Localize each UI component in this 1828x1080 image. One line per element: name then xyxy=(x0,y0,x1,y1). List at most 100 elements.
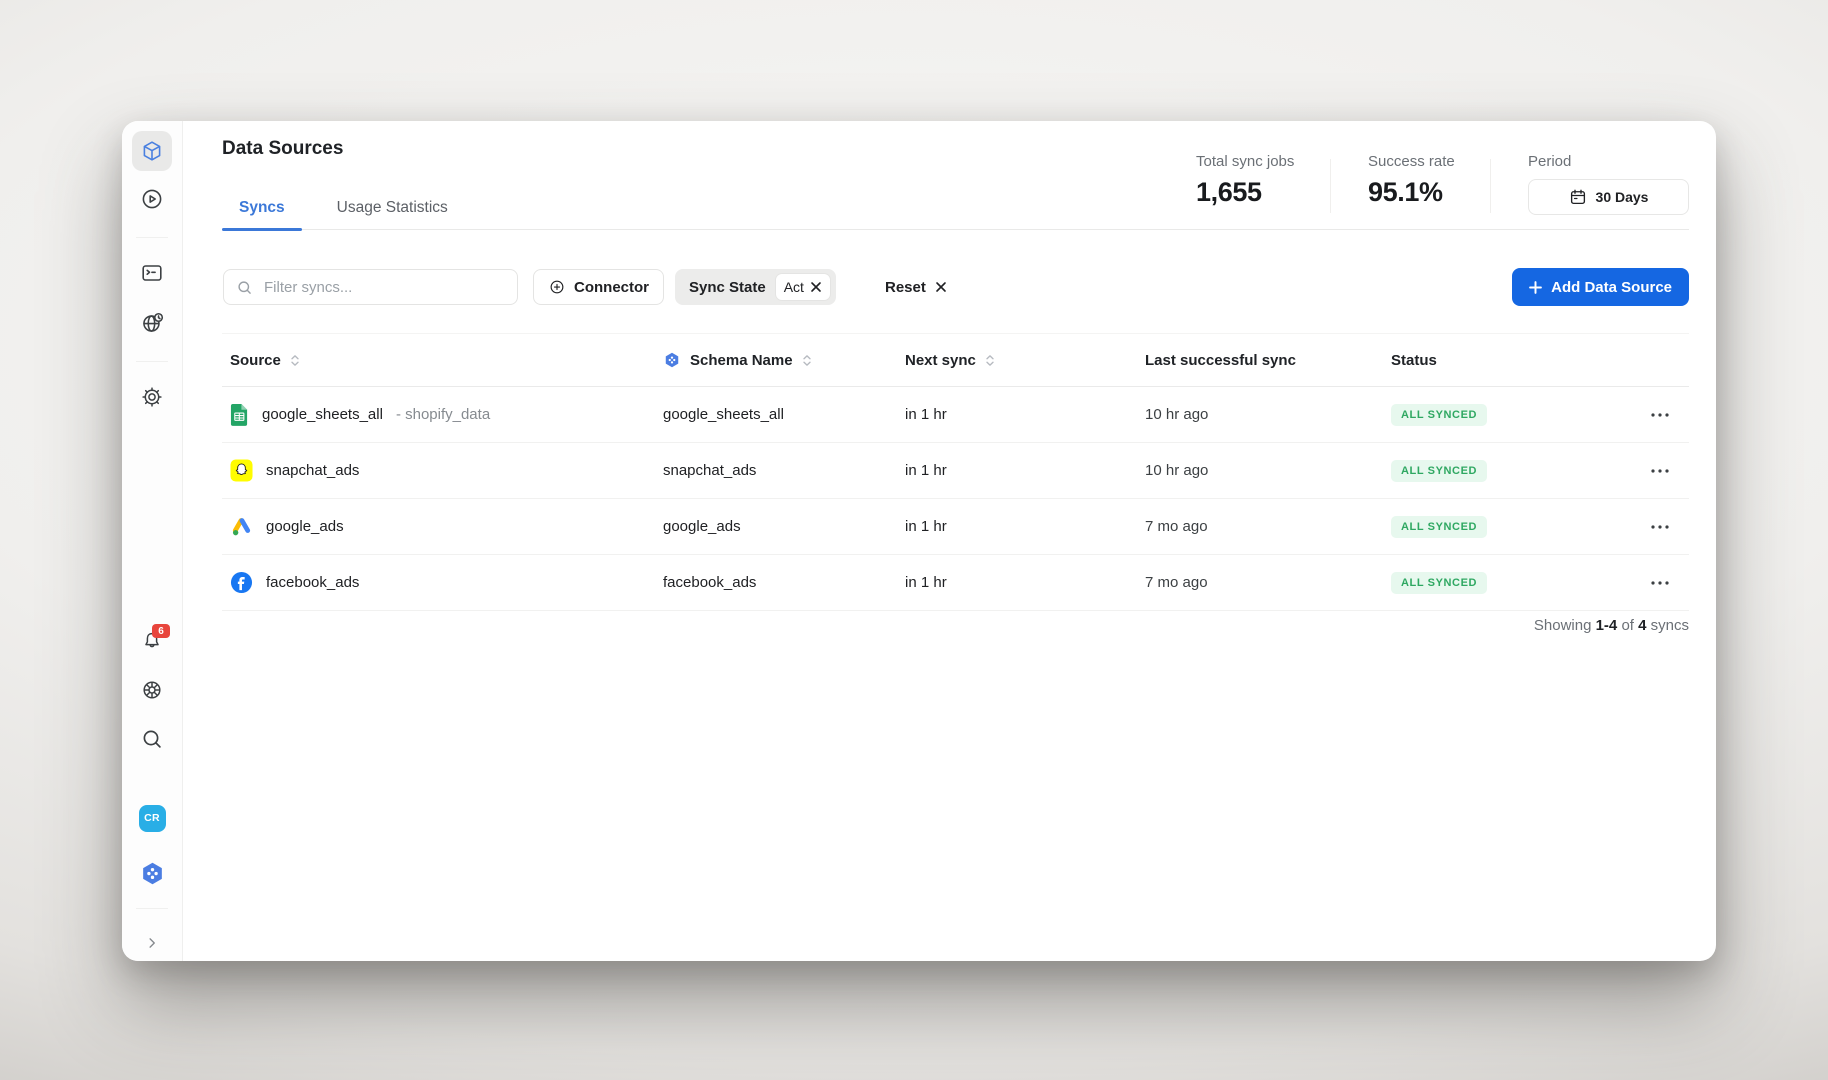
table-row[interactable]: google_ads google_ads in 1 hr 7 mo ago A… xyxy=(222,499,1689,555)
next-sync: in 1 hr xyxy=(905,406,947,423)
row-actions-button[interactable] xyxy=(1630,406,1689,424)
source-name: google_ads xyxy=(266,518,344,535)
google-sheets-icon xyxy=(230,403,249,426)
main-content: Data Sources Total sync jobs 1,655 Succe… xyxy=(183,121,1716,961)
row-actions-button[interactable] xyxy=(1630,518,1689,536)
avatar: CR xyxy=(138,804,166,832)
sidebar-item-jobs[interactable] xyxy=(132,179,172,219)
last-sync: 7 mo ago xyxy=(1145,518,1208,535)
google-ads-icon xyxy=(230,515,253,538)
tab-usage-statistics[interactable]: Usage Statistics xyxy=(336,199,448,216)
range-value: 1-4 xyxy=(1595,617,1618,634)
close-icon xyxy=(935,281,947,293)
schema-name: google_sheets_all xyxy=(663,406,784,423)
sync-state-filter-chip[interactable]: Sync State Act xyxy=(675,269,836,305)
table-row[interactable]: facebook_ads facebook_ads in 1 hr 7 mo a… xyxy=(222,555,1689,611)
destination-hexagon-icon xyxy=(663,351,681,369)
source-name: snapchat_ads xyxy=(266,462,360,479)
period-select[interactable]: 30 Days xyxy=(1528,179,1689,215)
add-data-source-button[interactable]: Add Data Source xyxy=(1512,268,1689,306)
sidebar-item-settings[interactable] xyxy=(132,377,172,417)
last-sync: 10 hr ago xyxy=(1145,406,1209,423)
source-name: facebook_ads xyxy=(266,574,360,591)
plus-icon xyxy=(1529,280,1543,294)
stats-divider xyxy=(1490,159,1491,213)
status-badge: ALL SYNCED xyxy=(1391,459,1488,482)
column-header-source[interactable]: Source xyxy=(222,352,655,369)
add-data-source-label: Add Data Source xyxy=(1551,278,1672,296)
table-header-row: Source xyxy=(222,333,1689,387)
page-title: Data Sources xyxy=(222,138,344,159)
sidebar-item-data-sources[interactable] xyxy=(132,131,172,171)
reset-filters-button[interactable]: Reset xyxy=(885,269,947,305)
play-circle-icon xyxy=(140,187,164,211)
sidebar-item-help[interactable] xyxy=(132,670,172,710)
sidebar-item-notifications[interactable]: 6 xyxy=(132,621,172,661)
table-row[interactable]: google_sheets_all - shopify_data google_… xyxy=(222,387,1689,443)
close-icon[interactable] xyxy=(810,281,822,293)
column-header-status: Status xyxy=(1391,351,1437,369)
chevron-right-icon xyxy=(143,934,161,952)
status-badge: ALL SYNCED xyxy=(1391,403,1488,426)
stat-value: 95.1% xyxy=(1368,177,1443,207)
sidebar-item-console[interactable] xyxy=(132,253,172,293)
stat-total-sync-jobs: Total sync jobs 1,655 xyxy=(1196,153,1294,208)
sidebar-item-search[interactable] xyxy=(132,719,172,759)
syncs-table: Source xyxy=(222,333,1689,611)
row-actions-button[interactable] xyxy=(1630,574,1689,592)
source-suffix: - shopify_data xyxy=(395,406,491,423)
row-actions-button[interactable] xyxy=(1630,462,1689,480)
connector-filter-button[interactable]: Connector xyxy=(533,269,664,305)
status-badge: ALL SYNCED xyxy=(1391,515,1488,538)
sidebar-divider xyxy=(136,237,168,238)
bell-icon: 6 xyxy=(140,624,170,653)
next-sync: in 1 hr xyxy=(905,518,947,535)
column-header-schema[interactable]: Schema Name xyxy=(655,351,897,369)
period-value: 30 Days xyxy=(1595,189,1649,205)
gear-icon xyxy=(140,385,164,409)
plus-circle-icon xyxy=(548,278,566,296)
sync-state-label: Sync State xyxy=(689,278,766,296)
schema-name: google_ads xyxy=(663,518,741,535)
calendar-icon xyxy=(1569,188,1587,206)
snapchat-icon xyxy=(230,459,253,482)
sync-state-value-chip[interactable]: Act xyxy=(775,274,830,300)
cube-icon xyxy=(140,139,164,163)
stat-value: 1,655 xyxy=(1196,177,1262,207)
wheel-icon xyxy=(140,678,164,702)
search-input[interactable] xyxy=(262,277,505,297)
search-icon xyxy=(140,727,164,751)
sort-icon[interactable] xyxy=(985,353,995,368)
sort-icon[interactable] xyxy=(802,353,812,368)
sidebar-collapse-button[interactable] xyxy=(132,923,172,963)
schema-name: snapchat_ads xyxy=(663,462,757,479)
connector-filter-label: Connector xyxy=(574,278,649,296)
sync-filter-search[interactable] xyxy=(223,269,518,305)
sync-state-value: Act xyxy=(783,279,804,295)
column-header-last-sync: Last successful sync xyxy=(1145,351,1296,369)
terminal-icon xyxy=(140,261,164,285)
sidebar-item-account[interactable]: CR xyxy=(132,798,172,838)
toolbar: Connector Sync State Act Reset xyxy=(183,268,1716,306)
sort-icon[interactable] xyxy=(290,353,300,368)
period-block: Period 30 Days xyxy=(1528,153,1689,215)
period-label: Period xyxy=(1528,153,1572,170)
sidebar-item-schedules[interactable] xyxy=(132,302,172,342)
column-header-next-sync[interactable]: Next sync xyxy=(897,352,1137,369)
source-name: google_sheets_all xyxy=(262,406,383,423)
notification-badge: 6 xyxy=(152,624,170,638)
table-row[interactable]: snapchat_ads snapchat_ads in 1 hr 10 hr … xyxy=(222,443,1689,499)
sidebar: 6 CR xyxy=(122,121,183,961)
sidebar-divider xyxy=(136,361,168,362)
next-sync: in 1 hr xyxy=(905,462,947,479)
globe-clock-icon xyxy=(140,310,165,335)
status-badge: ALL SYNCED xyxy=(1391,571,1488,594)
total-value: 4 xyxy=(1638,617,1647,634)
stats-divider xyxy=(1330,159,1331,213)
pagination-summary: Showing 1-4 of 4 syncs xyxy=(1533,617,1689,634)
search-icon xyxy=(236,279,253,296)
sidebar-item-workspace[interactable] xyxy=(132,853,172,893)
stat-label: Total sync jobs xyxy=(1196,153,1295,170)
hexagon-logo-icon xyxy=(139,860,166,887)
tab-syncs[interactable]: Syncs xyxy=(222,199,302,231)
